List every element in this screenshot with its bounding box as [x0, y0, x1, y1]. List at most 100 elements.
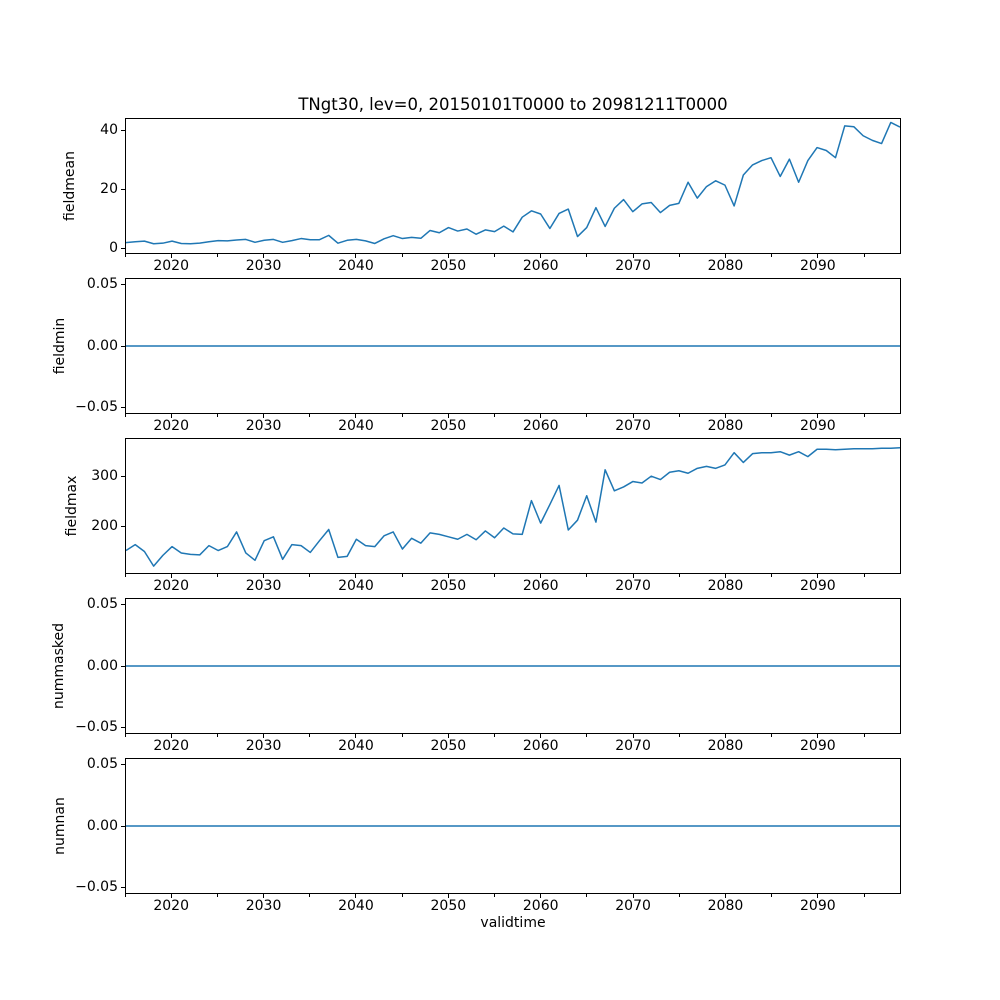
x-tick — [678, 414, 680, 417]
y-tick-label-numnan: 0.05 — [86, 755, 118, 772]
x-tick — [216, 574, 218, 577]
y-tick-nummasked — [121, 603, 125, 605]
fieldmin-plot-area — [126, 279, 900, 413]
x-tick — [309, 254, 311, 257]
x-tick-label: 2060 — [522, 898, 559, 914]
x-tick — [724, 254, 726, 258]
fieldmean-series-line — [126, 122, 900, 243]
x-tick — [540, 894, 542, 898]
x-tick — [170, 734, 172, 738]
x-tick-label: 2030 — [245, 418, 282, 434]
x-tick — [586, 894, 588, 897]
y-tick-label-numnan: −0.05 — [75, 879, 118, 896]
x-tick-label: 2070 — [615, 738, 651, 754]
y-axis-label-fieldmax: fieldmax — [64, 475, 80, 537]
x-tick-label: 2050 — [430, 258, 467, 274]
x-tick — [355, 734, 357, 738]
x-tick — [309, 414, 311, 417]
x-tick-label: 2040 — [338, 898, 374, 914]
x-tick — [863, 254, 865, 257]
x-tick — [771, 414, 773, 417]
x-tick — [401, 574, 403, 577]
x-tick — [170, 574, 172, 578]
x-tick — [771, 734, 773, 737]
x-tick-label: 2030 — [245, 898, 282, 914]
fieldmean-plot-area — [126, 119, 900, 253]
x-tick-label: 2070 — [615, 578, 651, 594]
x-tick-label: 2090 — [800, 898, 836, 914]
x-tick — [678, 254, 680, 257]
subplot-nummasked — [125, 598, 901, 734]
x-tick — [724, 734, 726, 738]
fieldmax-series-line — [126, 448, 900, 566]
y-tick-label-numnan: 0.00 — [86, 817, 118, 834]
x-tick — [586, 414, 588, 417]
nummasked-plot-area — [126, 599, 900, 733]
x-tick — [216, 414, 218, 417]
x-tick — [447, 894, 449, 898]
x-tick-label: 2050 — [430, 898, 467, 914]
x-tick — [263, 894, 265, 898]
subplot-numnan — [125, 758, 901, 894]
x-tick-label: 2020 — [153, 258, 190, 274]
figure-title: TNgt30, lev=0, 20150101T0000 to 20981211… — [298, 95, 728, 114]
y-tick-fieldmax — [121, 476, 125, 478]
x-tick — [540, 414, 542, 418]
x-tick — [170, 254, 172, 258]
x-tick — [863, 734, 865, 737]
x-tick — [355, 894, 357, 898]
x-tick — [586, 574, 588, 577]
y-tick-fieldmean — [121, 189, 125, 191]
y-tick-label-fieldmax: 200 — [91, 517, 118, 534]
x-tick-label: 2070 — [615, 418, 651, 434]
x-tick — [632, 574, 634, 578]
x-tick — [678, 734, 680, 737]
x-tick — [724, 414, 726, 418]
y-tick-label-nummasked: −0.05 — [75, 719, 118, 736]
y-tick-nummasked — [121, 665, 125, 667]
x-tick — [263, 414, 265, 418]
x-tick — [401, 254, 403, 257]
x-tick — [771, 894, 773, 897]
x-tick — [447, 734, 449, 738]
y-tick-label-nummasked: 0.00 — [86, 657, 118, 674]
x-tick — [632, 414, 634, 418]
x-tick-label: 2020 — [153, 418, 190, 434]
x-tick-label: 2080 — [707, 898, 744, 914]
x-tick — [817, 574, 819, 578]
x-tick-label: 2070 — [615, 898, 651, 914]
x-tick-label: 2030 — [245, 578, 282, 594]
x-tick-label: 2060 — [522, 418, 559, 434]
subplot-fieldmin — [125, 278, 901, 414]
x-tick-label: 2050 — [430, 738, 467, 754]
x-tick-label: 2090 — [800, 258, 836, 274]
x-tick — [401, 414, 403, 417]
x-tick — [447, 574, 449, 578]
x-tick — [124, 894, 126, 897]
x-tick-label: 2060 — [522, 738, 559, 754]
x-tick-label: 2040 — [338, 738, 374, 754]
y-tick-label-fieldmax: 300 — [91, 468, 118, 485]
subplot-fieldmax — [125, 438, 901, 574]
x-tick — [124, 254, 126, 257]
y-tick-label-fieldmean: 40 — [100, 122, 118, 139]
y-tick-fieldmean — [121, 247, 125, 249]
x-tick — [170, 414, 172, 418]
y-tick-label-fieldmean: 0 — [109, 239, 118, 256]
x-tick — [632, 734, 634, 738]
x-tick — [401, 734, 403, 737]
x-tick-label: 2080 — [707, 738, 744, 754]
y-tick-numnan — [121, 825, 125, 827]
y-tick-label-fieldmin: 0.05 — [86, 275, 118, 292]
x-tick-label: 2020 — [153, 578, 190, 594]
x-tick — [817, 894, 819, 898]
numnan-plot-area — [126, 759, 900, 893]
x-tick — [540, 734, 542, 738]
y-tick-fieldmin — [121, 345, 125, 347]
x-tick-label: 2090 — [800, 738, 836, 754]
x-tick — [494, 894, 496, 897]
y-tick-label-fieldmean: 20 — [100, 181, 118, 198]
x-tick — [863, 574, 865, 577]
x-tick — [586, 734, 588, 737]
